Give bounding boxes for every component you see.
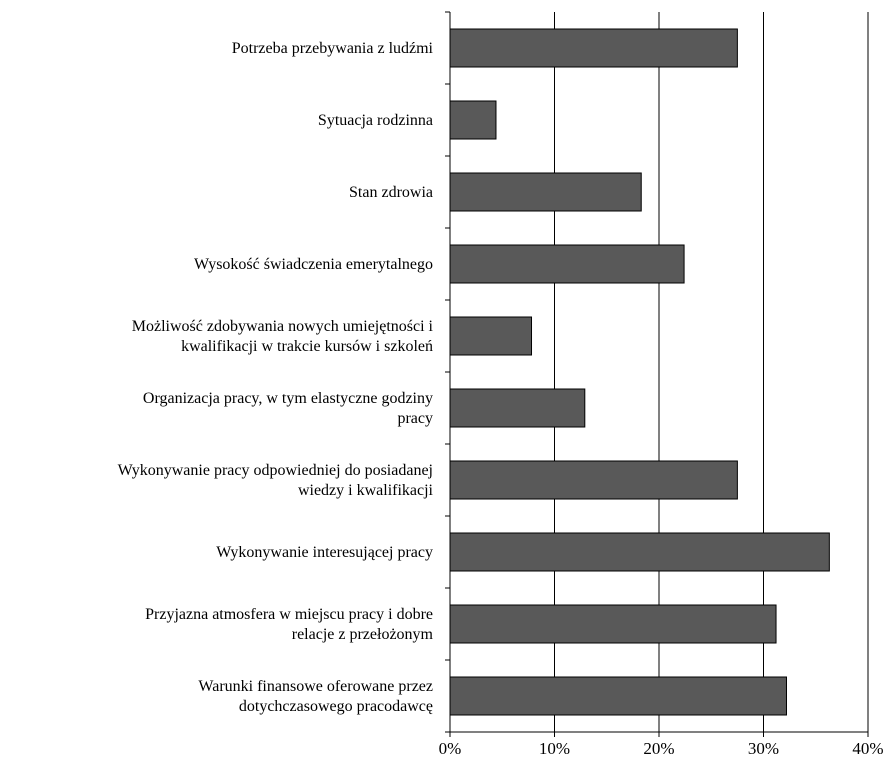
category-label: Możliwość zdobywania nowych umiejętności… xyxy=(132,318,434,355)
bar xyxy=(449,460,738,500)
category-label: Przyjazna atmosfera w miejscu pracy i do… xyxy=(145,606,433,643)
bar xyxy=(449,28,738,68)
category-label: Wysokość świadczenia emerytalnego xyxy=(194,256,433,273)
category-label-line: dotychczasowego pracodawcę xyxy=(239,698,433,715)
category-label-line: Organizacja pracy, w tym elastyczne godz… xyxy=(143,390,433,407)
x-tick-label: 10% xyxy=(539,739,570,758)
category-label-line: Możliwość zdobywania nowych umiejętności… xyxy=(132,318,434,335)
category-label-line: Przyjazna atmosfera w miejscu pracy i do… xyxy=(145,606,433,623)
category-label-line: relacje z przełożonym xyxy=(292,626,434,643)
category-label: Stan zdrowia xyxy=(349,184,433,201)
category-label-line: Wysokość świadczenia emerytalnego xyxy=(194,256,433,273)
category-label: Sytuacja rodzinna xyxy=(318,112,433,129)
category-label: Organizacja pracy, w tym elastyczne godz… xyxy=(143,390,433,427)
bar xyxy=(449,388,586,428)
bar xyxy=(449,100,497,140)
bar xyxy=(449,532,830,572)
bars xyxy=(449,28,830,716)
category-label-line: pracy xyxy=(397,410,433,427)
category-label-line: Potrzeba przebywania z ludźmi xyxy=(232,40,434,57)
x-tick-label: 30% xyxy=(748,739,779,758)
category-labels: Potrzeba przebywania z ludźmi Sytuacja ro… xyxy=(118,40,434,715)
category-label: Wykonywanie interesującej pracy xyxy=(216,544,433,561)
category-label: Wykonywanie pracy odpowiedniej do posiad… xyxy=(118,462,434,499)
axes xyxy=(445,11,869,737)
category-label: Potrzeba przebywania z ludźmi xyxy=(232,40,434,57)
x-tick-label: 40% xyxy=(852,739,883,758)
bar xyxy=(449,604,777,644)
bar xyxy=(449,676,787,716)
x-tick-label: 0% xyxy=(439,739,462,758)
category-label: Warunki finansowe oferowane przez dotychc… xyxy=(198,678,433,715)
category-label-line: Warunki finansowe oferowane przez xyxy=(198,678,433,695)
x-tick-labels: 0% 10% 20% 30% 40% xyxy=(439,739,884,758)
category-label-line: kwalifikacji w trakcie kursów i szkoleń xyxy=(181,338,433,355)
bar xyxy=(449,316,533,356)
x-tick-label: 20% xyxy=(643,739,674,758)
bar xyxy=(449,172,642,212)
bar xyxy=(449,244,685,284)
category-label-line: Stan zdrowia xyxy=(349,184,433,201)
category-label-line: Wykonywanie pracy odpowiedniej do posiad… xyxy=(118,462,433,479)
category-label-line: wiedzy i kwalifikacji xyxy=(298,482,434,499)
category-label-line: Wykonywanie interesującej pracy xyxy=(216,544,433,561)
category-label-line: Sytuacja rodzinna xyxy=(318,112,433,129)
